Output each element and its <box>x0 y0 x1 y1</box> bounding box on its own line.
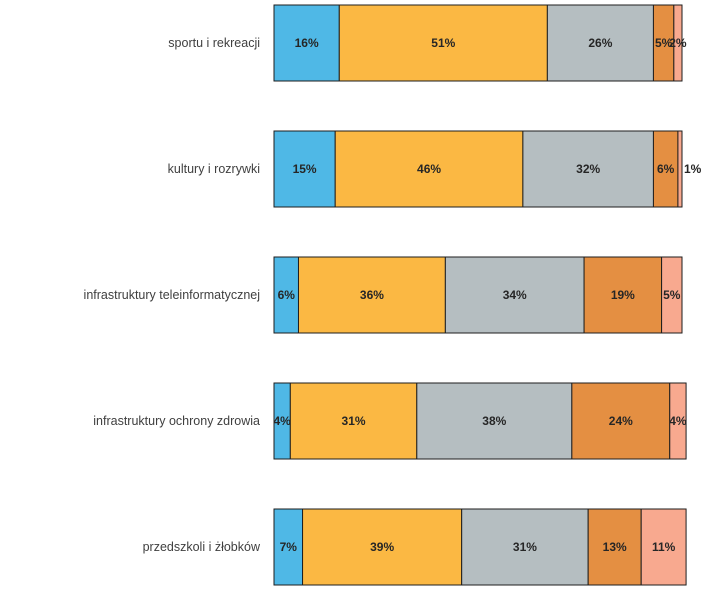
bar-group: kultury i rozrywki 15% 46% 32% 6% 1% <box>168 130 702 208</box>
bar-segment <box>302 508 463 586</box>
bar-segment <box>444 256 585 334</box>
category-label: sportu i rekreacji <box>168 36 260 50</box>
bar-segment <box>297 256 446 334</box>
data-label: 46% <box>417 162 441 176</box>
data-label: 34% <box>503 288 527 302</box>
bar-segment <box>273 4 340 82</box>
data-label: 36% <box>360 288 384 302</box>
data-label: 6% <box>657 162 675 176</box>
data-label: 39% <box>370 540 394 554</box>
data-label: 5% <box>663 288 681 302</box>
data-label: 1% <box>684 162 702 176</box>
bar-segment <box>522 130 654 208</box>
bar-segment <box>652 130 679 208</box>
data-label: 4% <box>273 414 291 428</box>
bar-segment <box>461 508 589 586</box>
data-label: 4% <box>669 414 687 428</box>
bar-segment <box>334 130 524 208</box>
data-label: 19% <box>611 288 635 302</box>
bar-segment <box>661 256 683 334</box>
bar-segment <box>416 382 573 460</box>
bar-segment <box>673 4 683 82</box>
bar-segment <box>640 508 687 586</box>
data-label: 31% <box>513 540 537 554</box>
data-label: 11% <box>652 540 676 554</box>
bar-segment <box>289 382 418 460</box>
bar-segment <box>273 508 304 586</box>
bar-segment <box>571 382 671 460</box>
data-label: 38% <box>482 414 506 428</box>
bar-segment <box>338 4 548 82</box>
data-label: 32% <box>576 162 600 176</box>
bar-group: przedszkoli i żłobków 7% 39% 31% 13% 11% <box>143 508 687 586</box>
data-label: 7% <box>280 540 298 554</box>
category-label: infrastruktury ochrony zdrowia <box>93 414 260 428</box>
data-label: 24% <box>609 414 633 428</box>
bar-segment <box>546 4 654 82</box>
data-label: 15% <box>293 162 317 176</box>
bar-group: infrastruktury ochrony zdrowia 4% 31% 38% 24… <box>93 382 687 460</box>
category-label: przedszkoli i żłobków <box>143 540 261 554</box>
data-label: 5% <box>655 36 673 50</box>
category-label: infrastruktury teleinformatycznej <box>84 288 260 302</box>
data-label: 16% <box>295 36 319 50</box>
bar-segment <box>273 256 299 334</box>
data-label: 51% <box>431 36 455 50</box>
data-label: 2% <box>669 36 687 50</box>
bar-segment <box>583 256 663 334</box>
data-label: 6% <box>278 288 296 302</box>
bar-segment <box>587 508 642 586</box>
category-label: kultury i rozrywki <box>168 162 260 176</box>
data-label: 26% <box>588 36 612 50</box>
bar-group: sportu i rekreacji 16% 51% 26% 5%2% <box>168 4 687 82</box>
bar-segment <box>669 382 687 460</box>
bar-segment <box>677 130 683 208</box>
data-label: 13% <box>603 540 627 554</box>
bar-group: infrastruktury teleinformatycznej 6% 36% 34… <box>84 256 683 334</box>
data-label: 31% <box>342 414 366 428</box>
